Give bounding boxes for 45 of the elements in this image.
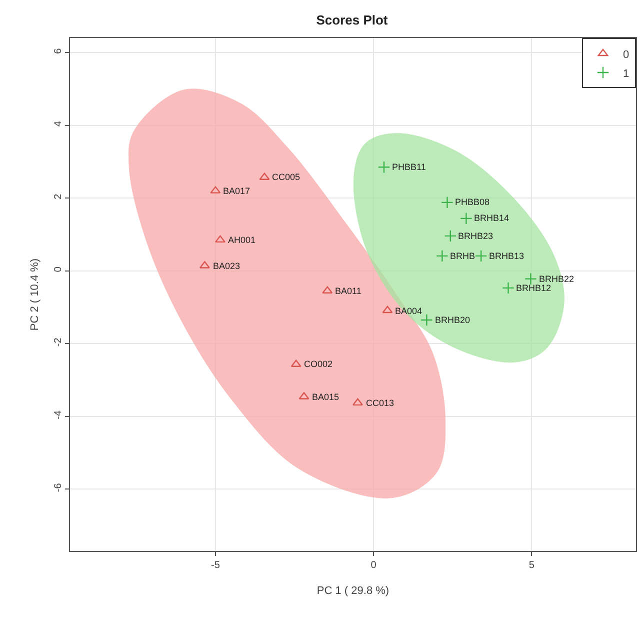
legend-label: 1 bbox=[623, 68, 630, 80]
point bbox=[502, 282, 514, 294]
annotation: BA015 bbox=[312, 392, 340, 402]
point bbox=[420, 314, 433, 326]
x-axis-title: PC 1 ( 29.8 %) bbox=[316, 585, 390, 597]
annotation: BA017 bbox=[223, 186, 250, 196]
legend-label: 0 bbox=[623, 48, 630, 61]
annotation: BRHB20 bbox=[435, 315, 470, 325]
chart-title: Scores Plot bbox=[316, 12, 388, 28]
y-tick-label: 4 bbox=[53, 120, 64, 127]
annotation: BRHB14 bbox=[474, 213, 510, 223]
annotation: BA011 bbox=[335, 286, 362, 296]
annotation: CO002 bbox=[304, 359, 333, 369]
x-tick-label: -5 bbox=[210, 560, 220, 571]
x-tick-label: 0 bbox=[370, 560, 377, 571]
point bbox=[474, 250, 488, 262]
point bbox=[441, 196, 454, 209]
annotation: BRHB12 bbox=[516, 283, 552, 293]
annotation: BRHB23 bbox=[458, 231, 494, 241]
point bbox=[382, 306, 393, 314]
annotation: BRHB22 bbox=[539, 274, 574, 284]
annotation: PHBB08 bbox=[455, 197, 490, 207]
y-tick-label: -6 bbox=[53, 482, 64, 492]
annotation: BA023 bbox=[213, 261, 240, 271]
point bbox=[378, 160, 390, 174]
point bbox=[444, 230, 457, 242]
x-tick-label: 5 bbox=[528, 560, 535, 571]
annotation: AH001 bbox=[228, 235, 256, 245]
point bbox=[524, 272, 537, 286]
y-tick-label: -2 bbox=[53, 337, 64, 347]
y-axis-title: PC 2 ( 10.4 %) bbox=[29, 258, 41, 331]
y-tick-label: 6 bbox=[53, 48, 64, 54]
annotation: CC013 bbox=[366, 398, 394, 408]
point bbox=[214, 235, 226, 243]
annotation: BRHB bbox=[450, 251, 476, 261]
y-tick-label: -4 bbox=[53, 410, 64, 420]
point bbox=[460, 212, 472, 225]
point bbox=[352, 398, 363, 406]
annotation: CC005 bbox=[272, 172, 300, 182]
annotation: BRHB13 bbox=[489, 251, 524, 261]
annotation: PHBB11 bbox=[392, 162, 426, 172]
annotation: BA004 bbox=[395, 306, 422, 316]
y-tick-label: 2 bbox=[53, 193, 64, 200]
y-tick-label: 0 bbox=[53, 266, 64, 272]
point bbox=[436, 250, 448, 262]
